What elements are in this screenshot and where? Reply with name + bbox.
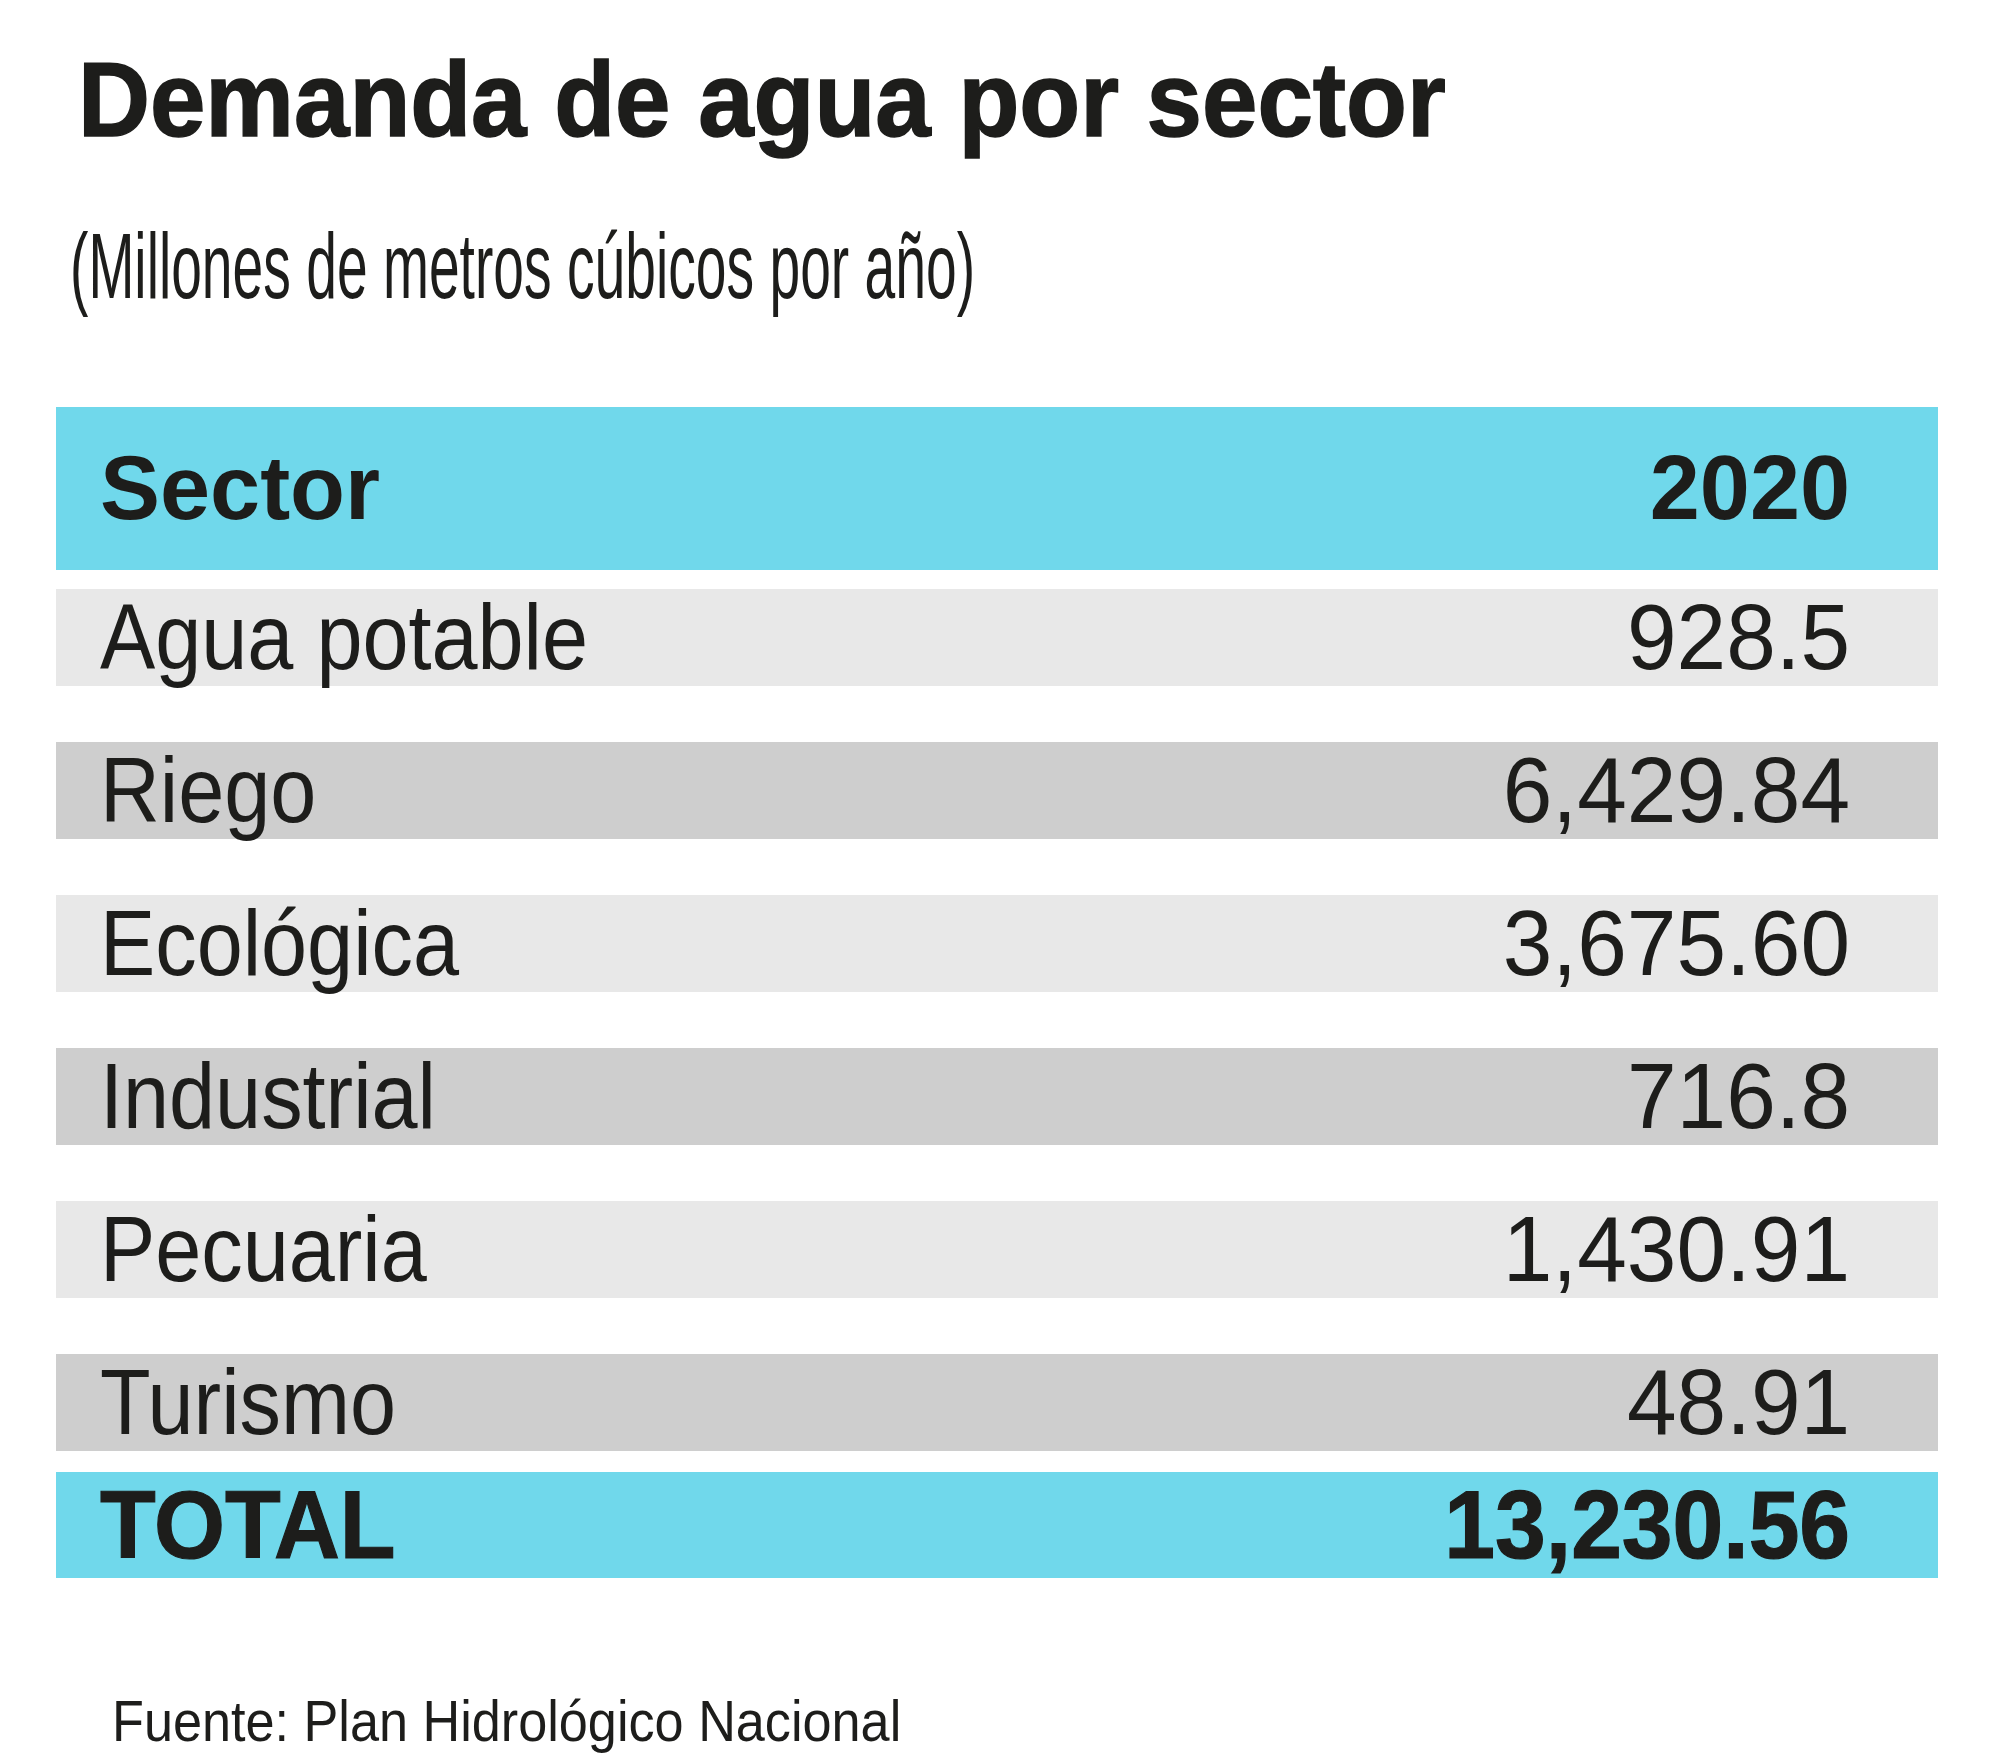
page-subtitle: (Millones de metros cúbicos por año) [70,220,975,312]
total-label: TOTAL [100,1470,396,1580]
sector-cell: Ecológica [100,891,459,996]
header-sector-label: Sector [100,437,380,540]
value-cell: 48.91 [1627,1350,1850,1455]
value-cell: 3,675.60 [1503,891,1850,996]
sector-cell: Industrial [100,1044,436,1149]
page-title: Demanda de agua por sector [78,46,1446,152]
value-cell: 928.5 [1627,585,1850,690]
value-cell: 716.8 [1627,1044,1850,1149]
source-note: Fuente: Plan Hidrológico Nacional [112,1692,901,1750]
sector-cell: Turismo [100,1350,396,1455]
table-header-row: Sector 2020 [56,407,1938,570]
table-total-row: TOTAL 13,230.56 [56,1472,1938,1578]
table-body: Agua potable 928.5 Riego 6,429.84 Ecológ… [56,589,1938,1451]
sector-cell: Agua potable [100,585,588,690]
infographic: Demanda de agua por sector (Millones de … [0,0,2000,1760]
table-row: Industrial 716.8 [56,1048,1938,1145]
value-cell: 1,430.91 [1503,1197,1850,1302]
header-year-label: 2020 [1650,437,1850,540]
table-row: Turismo 48.91 [56,1354,1938,1451]
value-cell: 6,429.84 [1503,738,1850,843]
sector-cell: Pecuaria [100,1197,427,1302]
water-demand-table: Sector 2020 Agua potable 928.5 Riego 6,4… [56,407,1938,1578]
table-row: Pecuaria 1,430.91 [56,1201,1938,1298]
table-row: Agua potable 928.5 [56,589,1938,686]
sector-cell: Riego [100,738,316,843]
table-row: Ecológica 3,675.60 [56,895,1938,992]
table-row: Riego 6,429.84 [56,742,1938,839]
total-value: 13,230.56 [1444,1470,1850,1580]
